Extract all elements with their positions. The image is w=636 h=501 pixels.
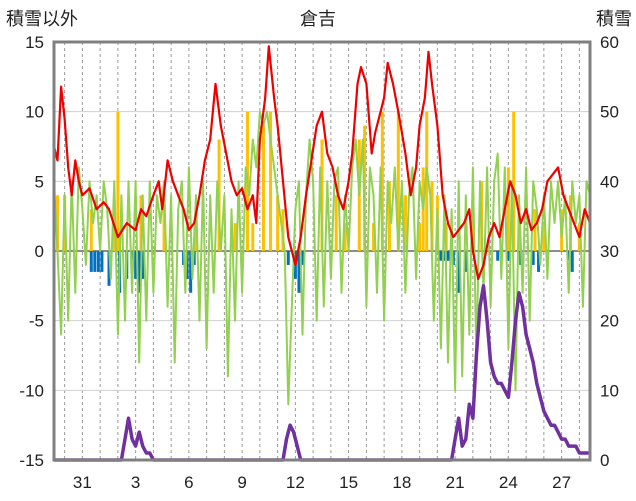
x-tick-label: 15 [339,473,358,492]
precip-bar [320,139,324,251]
y-tick-label-left: 5 [35,172,44,191]
series-line-snow [54,284,590,462]
negative-bar [570,251,574,272]
precip-bar [334,195,338,251]
precip-bar [403,195,407,251]
negative-bar [89,251,93,272]
precip-bar [542,223,546,251]
negative-bar [137,251,141,293]
y-tick-label-right: 60 [600,33,619,52]
precip-bar [89,209,93,251]
negative-bar [100,251,104,272]
negative-bar [300,251,304,265]
negative-bar [457,251,461,293]
y-tick-label-right: 0 [600,451,609,470]
negative-bar [141,251,145,279]
precip-bar [425,111,429,252]
y-tick-label-right: 10 [600,381,619,400]
right-axis-label: 積雪 [596,9,632,29]
y-tick-label-right: 30 [600,242,619,261]
y-tick-label-left: -5 [29,312,44,331]
negative-bar [93,251,97,272]
y-tick-label-left: 15 [25,33,44,52]
negative-bar [464,251,468,272]
y-tick-label-left: -10 [19,381,44,400]
x-tick-label: 18 [392,473,411,492]
negative-bar [107,251,111,286]
negative-bar [442,251,446,261]
x-tick-label: 6 [184,473,193,492]
left-axis-label: 積雪以外 [6,9,78,29]
negative-bar [567,251,571,261]
x-tick-label: 27 [552,473,571,492]
precip-bar [269,111,273,252]
precip-bar [251,223,255,251]
precip-bar [430,181,434,251]
precip-bar [276,195,280,251]
precip-bar [162,195,166,251]
negative-bar [537,251,541,272]
precip-bar [387,181,391,251]
x-tick-label: 21 [446,473,465,492]
y-tick-label-right: 50 [600,103,619,122]
y-tick-label-left: 0 [35,242,44,261]
precip-bar [261,125,265,251]
negative-bar [446,251,450,261]
precip-bar [112,209,116,251]
chart-title: 倉吉 [300,9,336,29]
y-tick-label-left: 10 [25,103,44,122]
precip-bar [533,209,537,251]
negative-bar [439,251,443,261]
x-tick-label: 9 [237,473,246,492]
negative-bar [130,251,134,265]
line-layer [52,45,592,462]
x-tick-label: 24 [499,473,518,492]
plot-frame [52,40,592,462]
negative-bar [286,251,290,265]
y-tick-label-right: 40 [600,172,619,191]
series-line-green [53,110,591,406]
precip-bar [506,167,510,251]
precip-bar [380,111,384,252]
negative-bar [185,251,189,279]
x-tick-label: 12 [286,473,305,492]
negative-bar [506,251,510,261]
precip-bar [471,209,475,251]
precip-bar [371,223,375,251]
x-tick-label: 3 [131,473,140,492]
negative-bar [189,251,193,293]
x-tick-label: 31 [73,473,92,492]
precip-bar [343,223,347,251]
negative-bar [96,251,100,272]
precip-bar [56,195,60,251]
precip-bar [512,111,516,252]
negative-bar [496,251,500,261]
precip-bar [233,223,237,251]
negative-bar [531,251,535,265]
series-line-red [52,45,592,280]
y-tick-label-left: -15 [19,451,44,470]
y-tick-label-right: 20 [600,312,619,331]
precip-bar [139,195,143,251]
negative-bar [134,251,138,279]
precip-bar [418,223,422,251]
precip-bar [217,139,221,251]
negative-bar [297,251,301,293]
precip-bar [116,111,120,252]
precip-bar [396,111,400,252]
